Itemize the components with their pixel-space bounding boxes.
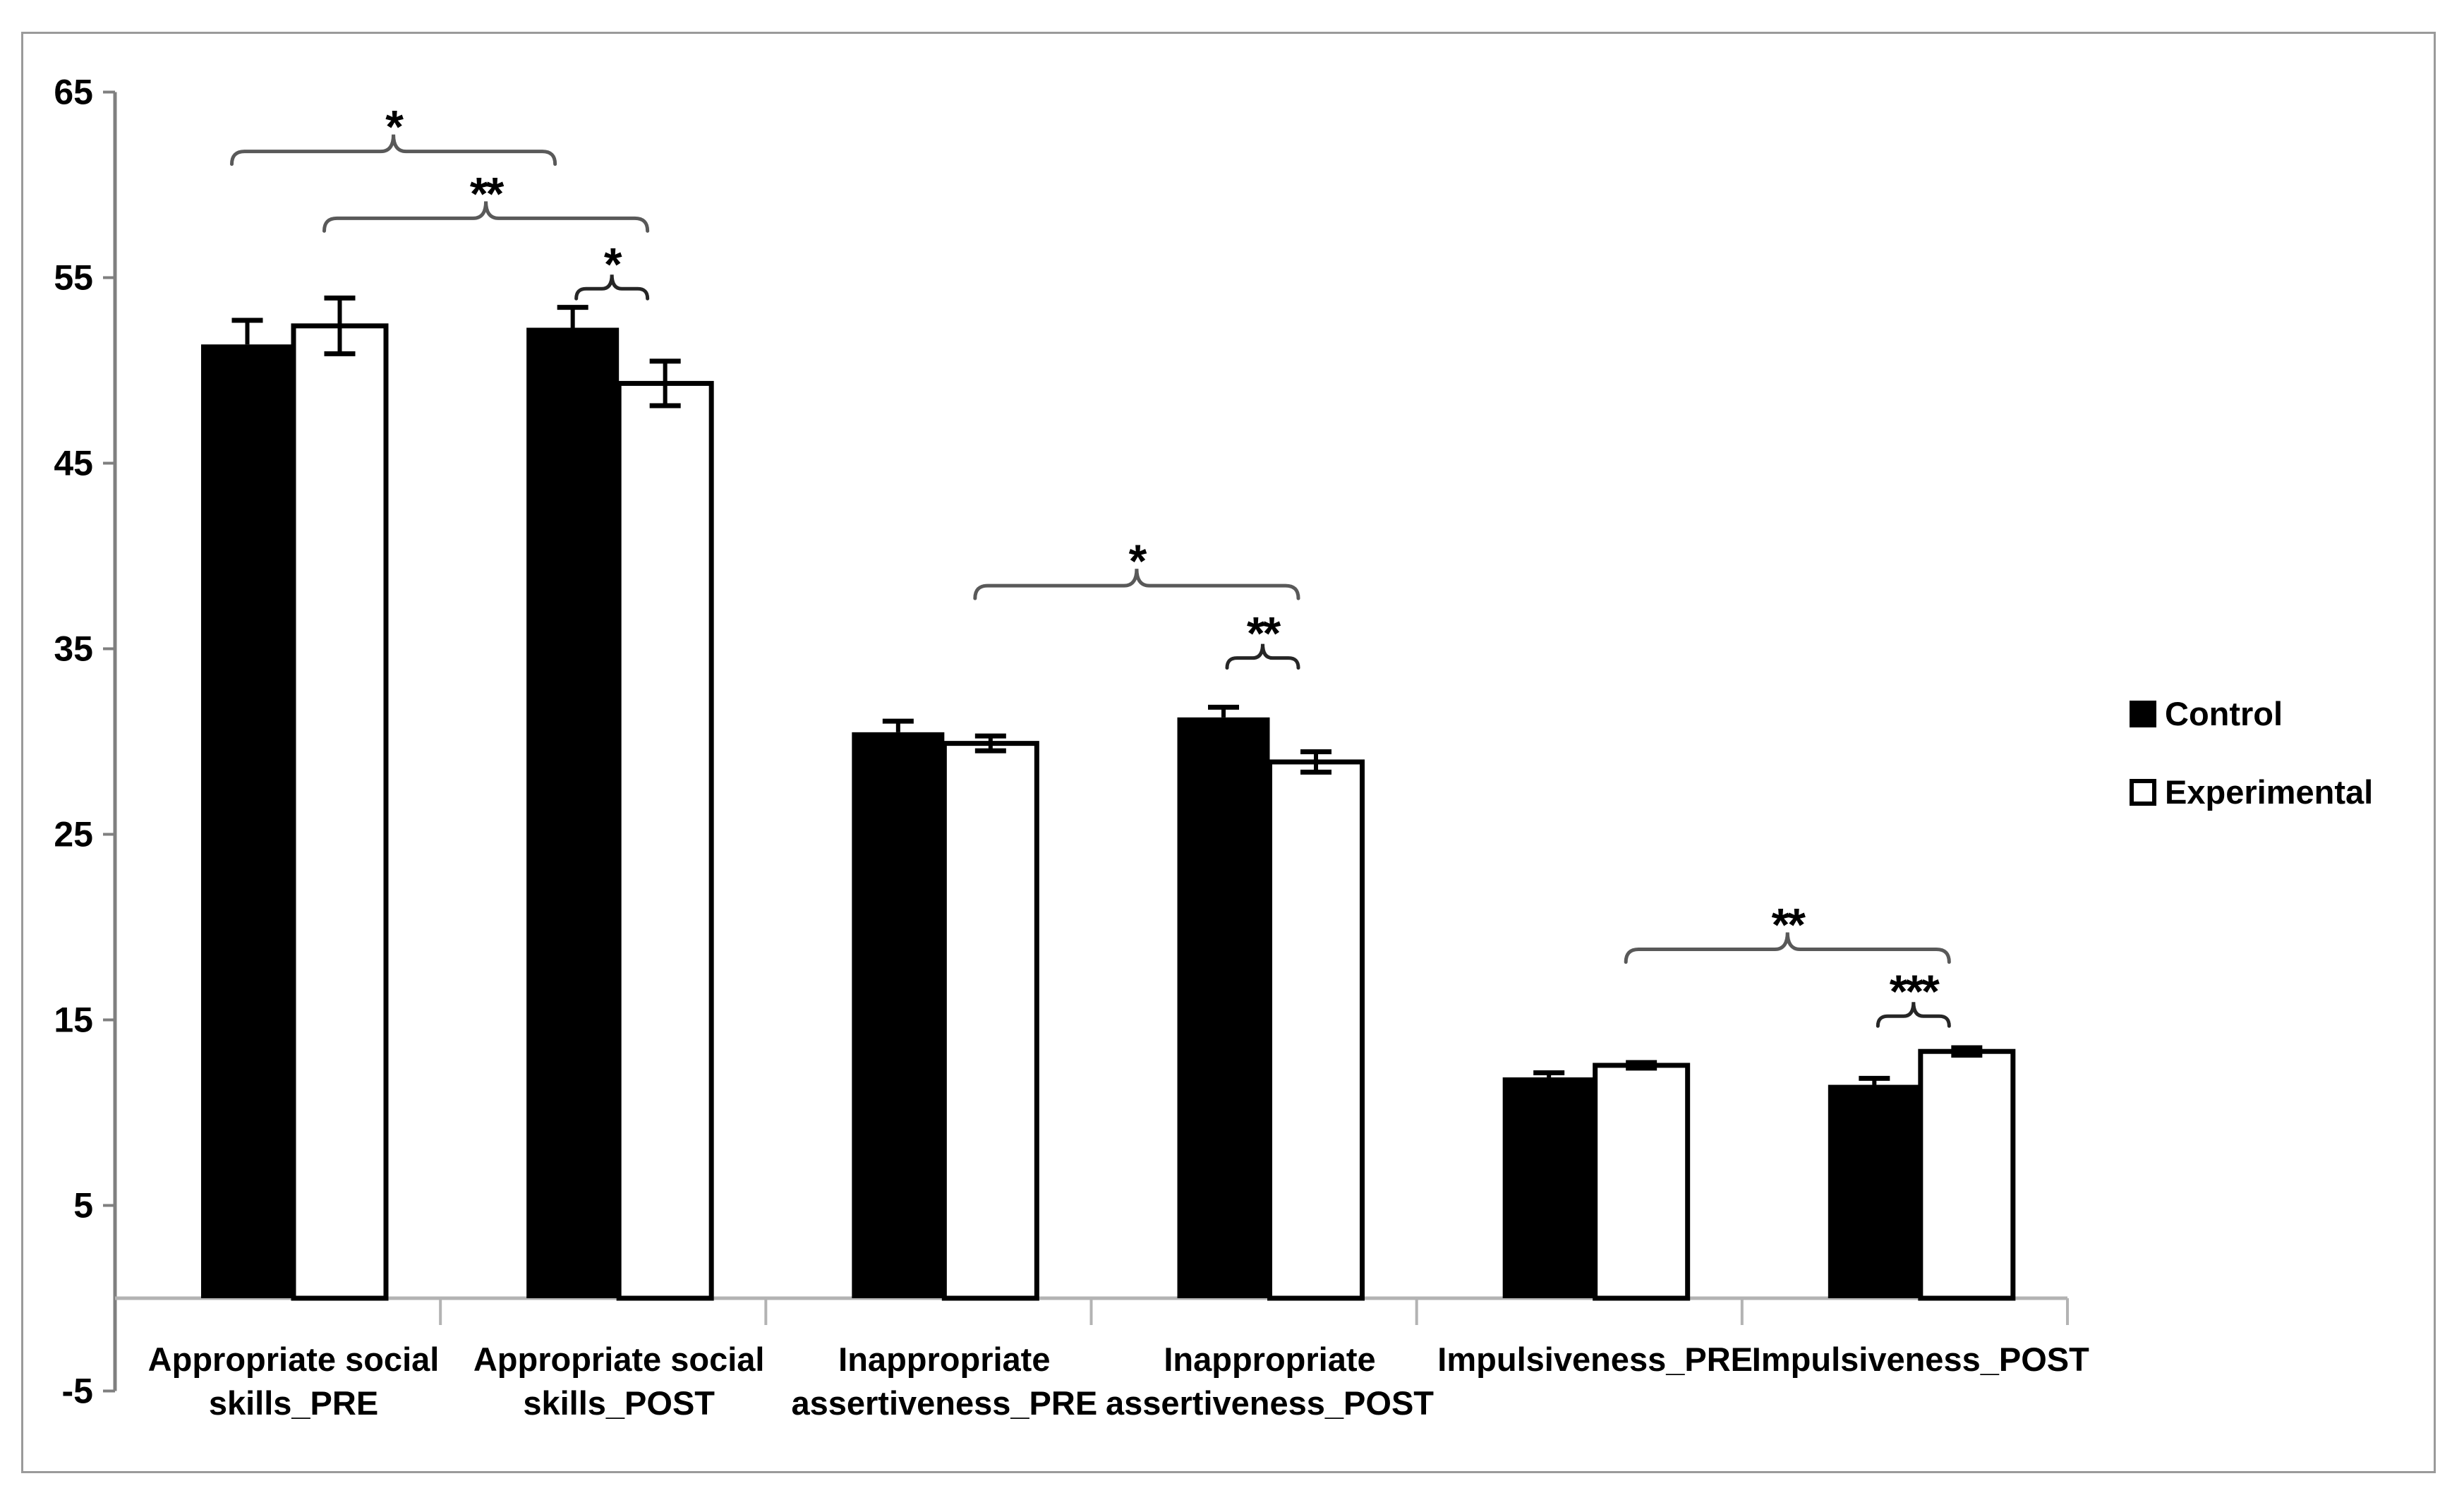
significance-label-6: ***: [1890, 965, 1940, 1017]
bar-experimental-appropriate-social-skills-pre: [291, 323, 389, 1301]
bar-experimental-impulsiveness-post: [1918, 1048, 2016, 1301]
y-tick-label-25: 25: [54, 815, 93, 854]
category-label-inappropriate-assertiveness-pre: Inappropriate: [838, 1341, 1050, 1378]
bar-experimental-inappropriate-assertiveness-post: [1267, 759, 1365, 1301]
bar-control-impulsiveness-pre: [1502, 1077, 1595, 1298]
y-tick-label-45: 45: [54, 444, 93, 483]
significance-bracket-6: [1876, 1002, 1951, 1028]
experimental-swatch-icon: [2130, 778, 2156, 806]
category-label-impulsiveness-post: Impulsiveness_POST: [1752, 1341, 2089, 1378]
significance-label-2: *: [604, 238, 622, 290]
bar-control-appropriate-social-skills-post: [526, 327, 620, 1298]
bar-control-inappropriate-assertiveness-pre: [852, 732, 945, 1298]
y-tick-label--5: -5: [62, 1372, 93, 1411]
significance-bracket-1: [322, 201, 650, 233]
legend-label-control: Control: [2165, 695, 2283, 732]
significance-bracket-3: [973, 569, 1300, 600]
category-label-inappropriate-assertiveness-pre: assertiveness_PRE: [791, 1384, 1097, 1422]
control-swatch-icon: [2130, 700, 2156, 727]
bar-control-appropriate-social-skills-pre: [201, 344, 294, 1299]
y-tick-label-65: 65: [54, 73, 93, 112]
category-label-appropriate-social-skills-pre: skills_PRE: [209, 1384, 378, 1422]
legend: Control Experimental: [2130, 697, 2373, 809]
legend-item-control: Control: [2130, 697, 2373, 730]
category-label-appropriate-social-skills-post: skills_POST: [523, 1384, 715, 1422]
significance-bracket-2: [574, 274, 650, 301]
bar-experimental-appropriate-social-skills-post: [616, 380, 714, 1301]
significance-bracket-4: [1225, 643, 1300, 670]
y-tick-label-15: 15: [54, 1000, 93, 1040]
category-label-impulsiveness-pre: Impulsiveness_PRE: [1437, 1341, 1753, 1378]
significance-bracket-0: [230, 134, 557, 167]
significance-label-4: **: [1247, 607, 1281, 660]
significance-bracket-5: [1624, 932, 1951, 964]
category-label-inappropriate-assertiveness-post: Inappropriate: [1164, 1341, 1375, 1378]
category-label-inappropriate-assertiveness-post: assertiveness_POST: [1106, 1384, 1434, 1422]
significance-label-0: *: [385, 101, 404, 153]
legend-label-experimental: Experimental: [2165, 773, 2374, 811]
y-tick-label-55: 55: [54, 258, 93, 298]
category-label-appropriate-social-skills-post: Appropriate social: [473, 1341, 765, 1378]
significance-label-1: **: [470, 167, 505, 219]
bar-experimental-impulsiveness-pre: [1593, 1063, 1691, 1301]
significance-label-5: **: [1772, 899, 1806, 951]
legend-item-experimental: Experimental: [2130, 775, 2373, 809]
bar-experimental-inappropriate-assertiveness-pre: [941, 741, 1039, 1301]
bar-control-impulsiveness-post: [1828, 1084, 1921, 1298]
y-tick-label-35: 35: [54, 629, 93, 669]
bar-control-inappropriate-assertiveness-post: [1177, 717, 1270, 1298]
significance-label-3: *: [1129, 535, 1147, 587]
category-label-appropriate-social-skills-pre: Appropriate social: [148, 1341, 440, 1378]
y-tick-label-5: 5: [73, 1186, 93, 1226]
